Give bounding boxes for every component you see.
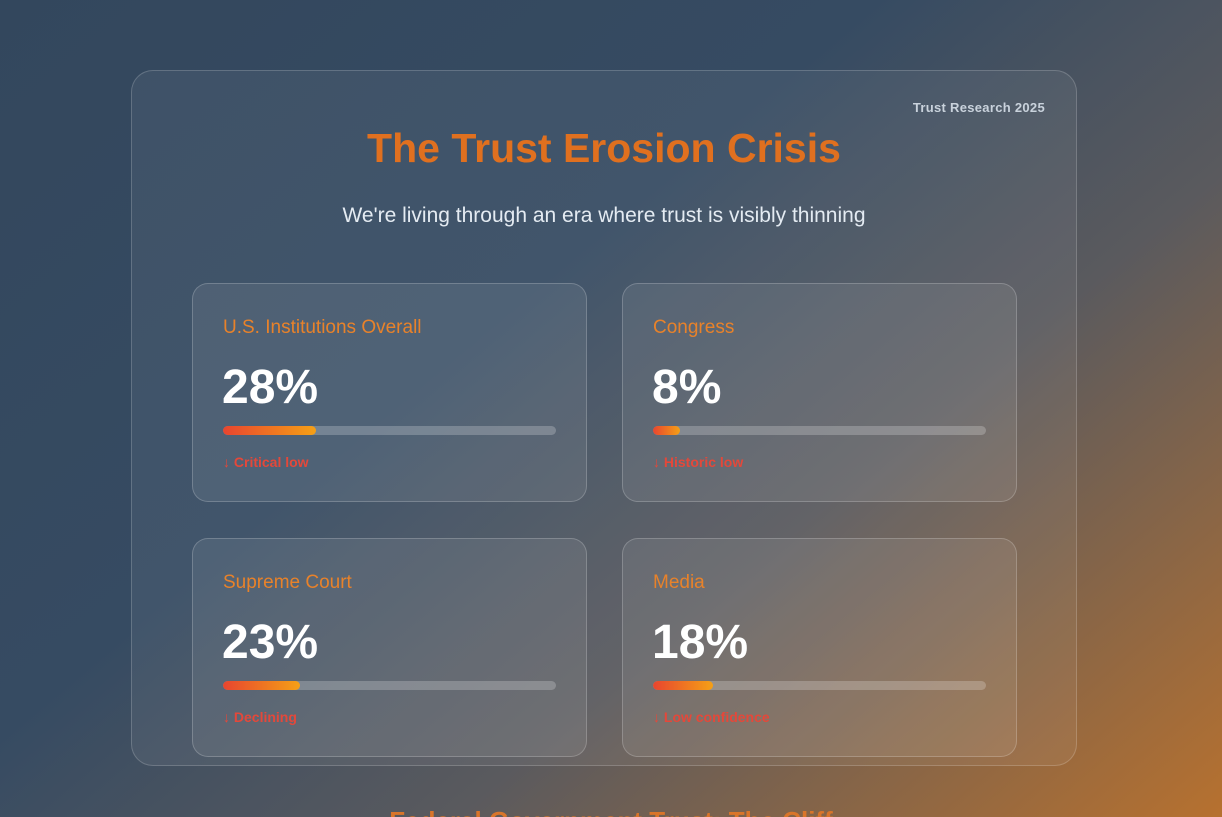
- card-value: 18%: [652, 616, 749, 669]
- metric-card: Media 18% ↓ Low confidence: [622, 538, 1017, 757]
- progress-track: [653, 426, 986, 435]
- card-value: 8%: [652, 361, 722, 414]
- progress-fill: [223, 426, 317, 435]
- title: The Trust Erosion Crisis: [367, 125, 841, 171]
- progress-fill: [653, 681, 713, 690]
- card-label: U.S. Institutions Overall: [223, 317, 422, 338]
- card-status: ↓ Low confidence: [653, 709, 770, 725]
- card-label: Congress: [653, 317, 735, 338]
- card-status: ↓ Historic low: [653, 454, 744, 470]
- metric-card: Congress 8% ↓ Historic low: [622, 283, 1017, 502]
- progress-fill: [223, 681, 300, 690]
- progress-track: [223, 426, 556, 435]
- progress-track: [223, 681, 556, 690]
- card-label: Media: [653, 572, 705, 593]
- subtitle: We're living through an era where trust …: [342, 204, 866, 227]
- metric-card: U.S. Institutions Overall 28% ↓ Critical l…: [192, 283, 587, 502]
- progress-track: [653, 681, 986, 690]
- card-label: Supreme Court: [223, 572, 352, 593]
- panel: Trust Research 2025 The Trust Erosion Cr…: [131, 70, 1077, 766]
- card-value: 28%: [222, 361, 319, 414]
- progress-fill: [653, 426, 680, 435]
- next-section-title: Federal Government Trust: The Cliff: [0, 806, 1222, 817]
- card-status: ↓ Critical low: [223, 454, 309, 470]
- card-value: 23%: [222, 616, 319, 669]
- badge: Trust Research 2025: [912, 100, 1045, 115]
- metric-card: Supreme Court 23% ↓ Declining: [192, 538, 587, 757]
- card-status: ↓ Declining: [223, 709, 297, 725]
